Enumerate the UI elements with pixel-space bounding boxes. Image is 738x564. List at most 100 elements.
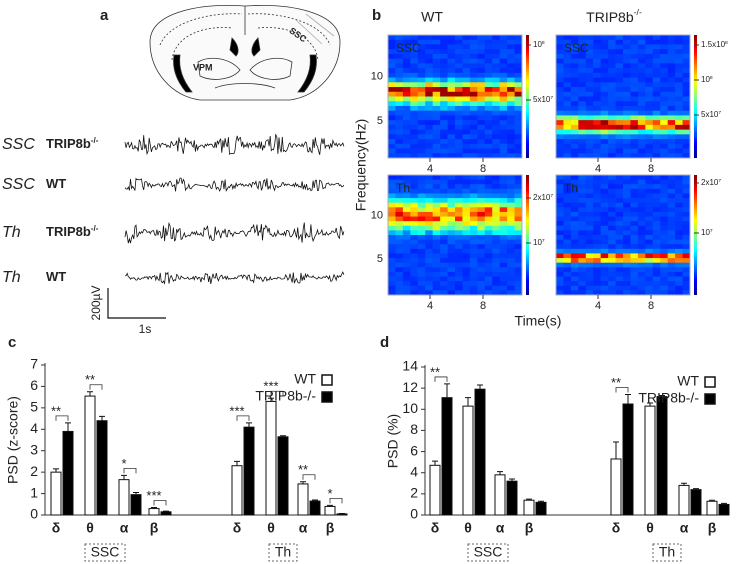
spectrogram-cell [570, 110, 579, 116]
spectrogram-cell [570, 179, 579, 185]
spectrogram-cell [440, 120, 448, 126]
spectrogram-cell [514, 207, 523, 213]
spectrogram-cell [484, 216, 493, 222]
spectrogram-cell [432, 134, 441, 140]
spectrogram-cell [492, 68, 501, 74]
spectrogram-cell [570, 49, 579, 55]
spectrogram-cell [578, 207, 587, 213]
spectrogram-cell [652, 225, 661, 231]
spectrogram-cell [585, 211, 594, 217]
spectrogram-cell [667, 35, 676, 41]
spectrogram-cell [645, 258, 654, 264]
spectrogram-cell [514, 276, 523, 282]
x-tick-label: 4 [595, 163, 601, 175]
spectrogram-cell [388, 110, 396, 116]
bar [610, 458, 622, 516]
spectrogram-cell [469, 63, 478, 69]
spectrogram-cell [425, 244, 434, 250]
spectrogram-cell [432, 129, 441, 135]
spectrogram-cell [425, 253, 434, 259]
spectrogram-cell [492, 216, 501, 222]
y-tick-label: 10 [371, 71, 383, 83]
spectrogram-cell [514, 290, 523, 296]
spectrogram-cell [425, 290, 434, 296]
bar [84, 395, 96, 516]
spectrogram-cell [462, 120, 471, 126]
spectrogram-cell [682, 221, 691, 227]
spectrogram-cell [395, 235, 404, 241]
spectrogram-cell [514, 239, 523, 245]
bar [96, 420, 108, 516]
column-title-sup: -/- [634, 7, 642, 17]
spectrogram-cell [402, 58, 411, 64]
spectrogram-cell [440, 179, 448, 185]
spectrogram-cell [484, 230, 493, 236]
significance-bracket [329, 497, 343, 504]
spectrogram-cell [417, 39, 426, 45]
spectrogram-cell [637, 184, 646, 190]
spectrogram-cell [425, 216, 434, 222]
spectrogram-cell [507, 216, 515, 222]
spectrogram-cell [615, 82, 624, 88]
spectrogram-cell [608, 115, 616, 121]
spectrogram-cell [630, 63, 639, 69]
spectrogram-cell [410, 184, 419, 190]
spectrogram-cell [425, 193, 434, 199]
spectrogram-cell [682, 96, 691, 102]
spectrogram-cell [425, 202, 434, 208]
spectrogram-cell [630, 148, 639, 154]
spectrogram-cell [563, 87, 572, 93]
spectrogram-frame [387, 34, 523, 159]
spectrogram-cell [585, 58, 594, 64]
spectrogram-cell [477, 91, 486, 97]
spectrogram-cell [388, 129, 396, 135]
spectrogram-cell [507, 244, 515, 250]
spectrogram-cell [615, 129, 624, 135]
spectrogram-cell [402, 96, 411, 102]
colorbar-label: 5x107 [533, 95, 553, 104]
spectrogram-cell [499, 101, 508, 107]
spectrogram-cell [492, 230, 501, 236]
x-tick-label: α [299, 520, 308, 536]
spectrogram-cell [645, 221, 654, 227]
spectrogram-cell [682, 87, 691, 93]
spectrogram-cell [440, 225, 448, 231]
spectrogram-cell [455, 179, 463, 185]
spectrogram-cell [484, 153, 493, 159]
colorbar-label-sup: 8 [542, 40, 545, 46]
spectrogram-cell [432, 39, 441, 45]
x-tick-label: 4 [595, 300, 601, 312]
spectrogram-cell [499, 44, 508, 50]
spectrogram-cell [645, 153, 654, 159]
spectrogram-cell [630, 134, 639, 140]
spectrogram-cell [477, 184, 486, 190]
spectrogram-cell [667, 193, 676, 199]
spectrogram-cell [600, 198, 609, 204]
spectrogram-cell [615, 188, 624, 194]
spectrogram-cell [652, 253, 661, 259]
spectrogram-cell [645, 193, 654, 199]
spectrogram-cell [507, 202, 515, 208]
spectrogram-region: SSC [564, 41, 589, 55]
spectrogram-cell [578, 153, 587, 159]
spectrogram-cell [447, 285, 456, 291]
spectrogram-cell [492, 285, 501, 291]
spectrogram-cell [410, 258, 419, 264]
spectrogram-cell [600, 175, 609, 181]
spectrogram-cell [682, 267, 691, 273]
spectrogram-cell [417, 82, 426, 88]
spectrogram-cell [675, 258, 683, 264]
spectrogram-cell [447, 58, 456, 64]
spectrogram-cell [395, 202, 404, 208]
spectrogram-cell [645, 68, 654, 74]
spectrogram-cell [492, 96, 501, 102]
spectrogram-cell [623, 68, 631, 74]
spectrogram-cell [593, 63, 602, 69]
spectrogram-cell [600, 230, 609, 236]
spectrogram-cell [410, 63, 419, 69]
spectrogram-cell [417, 244, 426, 250]
y-tick-label: 1 [30, 484, 38, 500]
spectrogram-cell [388, 35, 396, 41]
trace-genotype: WT [46, 269, 66, 284]
spectrogram-cell [492, 139, 501, 145]
